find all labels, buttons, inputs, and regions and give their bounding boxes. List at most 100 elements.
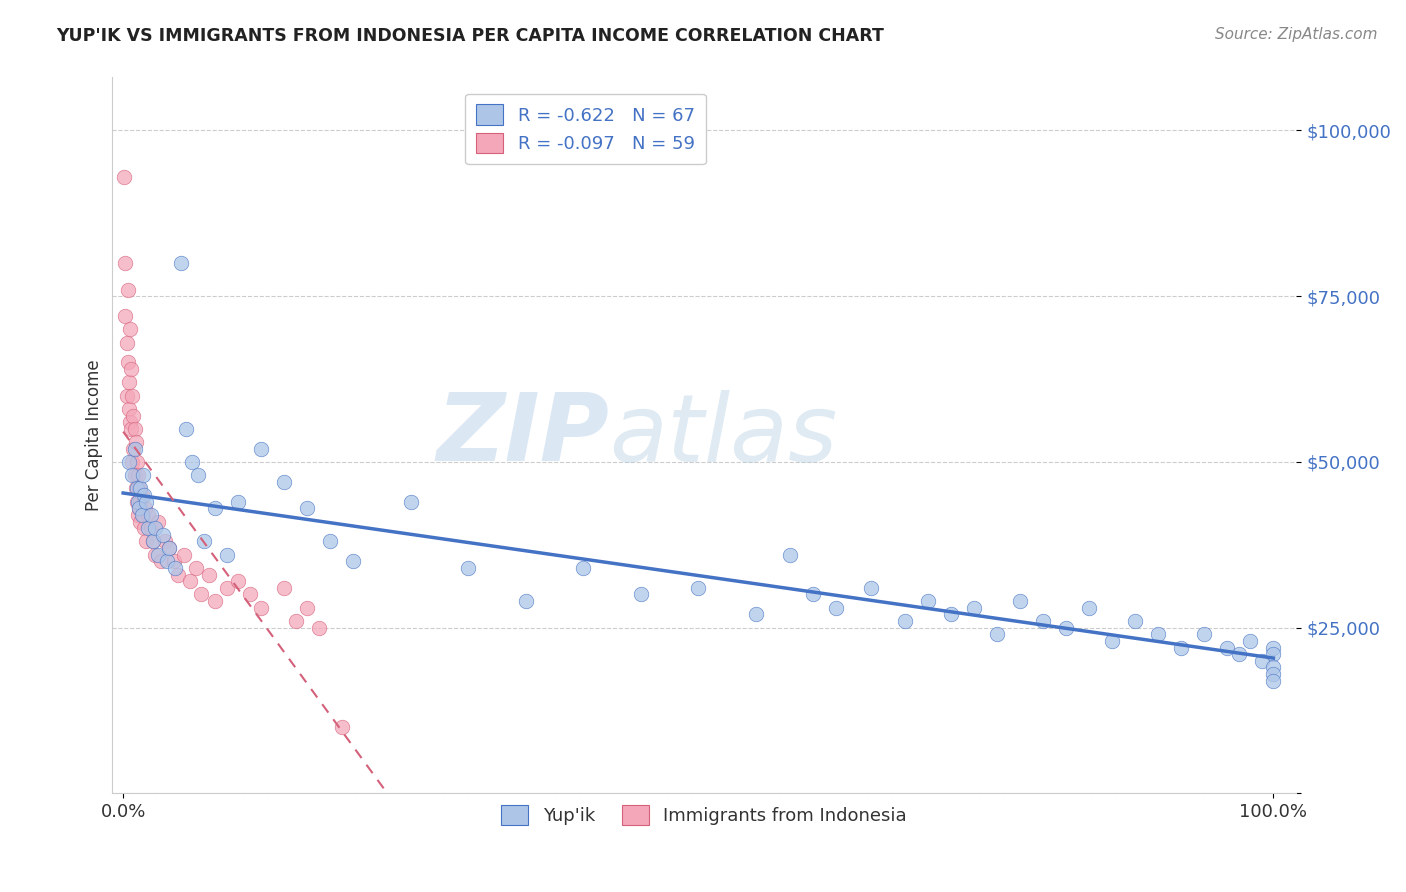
- Point: [153, 534, 176, 549]
- Point: [124, 442, 146, 456]
- Point: [152, 528, 174, 542]
- Point: [1263, 673, 1285, 688]
- Point: [1147, 627, 1170, 641]
- Point: [308, 621, 330, 635]
- Point: [125, 494, 148, 508]
- Point: [128, 501, 150, 516]
- Point: [127, 468, 149, 483]
- Point: [187, 468, 209, 483]
- Point: [124, 422, 146, 436]
- Point: [118, 376, 141, 390]
- Point: [124, 468, 146, 483]
- Point: [1101, 633, 1123, 648]
- Point: [131, 468, 153, 483]
- Point: [176, 422, 198, 436]
- Point: [122, 442, 145, 456]
- Point: [135, 494, 157, 508]
- Point: [215, 581, 238, 595]
- Point: [120, 422, 142, 436]
- Point: [1194, 627, 1216, 641]
- Point: [156, 554, 179, 568]
- Point: [114, 256, 136, 270]
- Point: [131, 488, 153, 502]
- Point: [181, 455, 204, 469]
- Point: [138, 508, 160, 522]
- Point: [399, 494, 422, 508]
- Point: [226, 494, 249, 508]
- Point: [118, 322, 141, 336]
- Point: [745, 607, 768, 622]
- Point: [295, 501, 318, 516]
- Point: [173, 548, 195, 562]
- Point: [825, 600, 848, 615]
- Point: [204, 501, 226, 516]
- Point: [125, 455, 148, 469]
- Point: [143, 548, 166, 562]
- Point: [131, 508, 153, 522]
- Point: [330, 720, 353, 734]
- Point: [117, 355, 139, 369]
- Point: [1078, 600, 1101, 615]
- Point: [127, 508, 149, 522]
- Point: [1239, 633, 1261, 648]
- Point: [515, 594, 537, 608]
- Point: [127, 494, 149, 508]
- Point: [859, 581, 882, 595]
- Point: [128, 501, 150, 516]
- Text: Source: ZipAtlas.com: Source: ZipAtlas.com: [1215, 27, 1378, 42]
- Point: [1054, 621, 1077, 635]
- Point: [132, 521, 155, 535]
- Point: [163, 554, 186, 568]
- Point: [250, 600, 273, 615]
- Point: [167, 567, 190, 582]
- Point: [688, 581, 710, 595]
- Point: [142, 534, 165, 549]
- Point: [917, 594, 939, 608]
- Point: [122, 409, 145, 423]
- Point: [779, 548, 801, 562]
- Point: [114, 309, 136, 323]
- Point: [1216, 640, 1239, 655]
- Point: [190, 587, 212, 601]
- Point: [118, 455, 141, 469]
- Point: [1251, 654, 1274, 668]
- Point: [986, 627, 1008, 641]
- Point: [1263, 640, 1285, 655]
- Point: [284, 614, 307, 628]
- Point: [118, 415, 141, 429]
- Point: [1125, 614, 1147, 628]
- Point: [120, 362, 142, 376]
- Point: [143, 521, 166, 535]
- Point: [135, 534, 157, 549]
- Point: [121, 455, 143, 469]
- Point: [163, 561, 186, 575]
- Point: [1263, 660, 1285, 674]
- Point: [142, 534, 165, 549]
- Point: [1010, 594, 1032, 608]
- Point: [128, 482, 150, 496]
- Point: [295, 600, 318, 615]
- Point: [1263, 667, 1285, 681]
- Point: [215, 548, 238, 562]
- Point: [1227, 647, 1250, 661]
- Point: [239, 587, 262, 601]
- Point: [193, 534, 215, 549]
- Point: [801, 587, 824, 601]
- Point: [169, 256, 191, 270]
- Point: [1170, 640, 1192, 655]
- Point: [125, 482, 148, 496]
- Point: [139, 521, 162, 535]
- Point: [1263, 647, 1285, 661]
- Y-axis label: Per Capita Income: Per Capita Income: [86, 359, 103, 511]
- Point: [630, 587, 652, 601]
- Point: [226, 574, 249, 589]
- Point: [146, 548, 169, 562]
- Legend: Yup'ik, Immigrants from Indonesia: Yup'ik, Immigrants from Indonesia: [492, 796, 917, 834]
- Point: [319, 534, 342, 549]
- Point: [121, 468, 143, 483]
- Point: [273, 475, 295, 489]
- Text: ZIP: ZIP: [436, 390, 609, 482]
- Point: [894, 614, 917, 628]
- Point: [572, 561, 595, 575]
- Point: [129, 515, 152, 529]
